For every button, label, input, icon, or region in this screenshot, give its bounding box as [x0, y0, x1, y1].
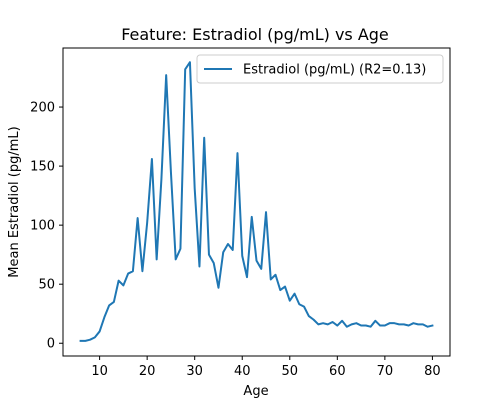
chart-title: Feature: Estradiol (pg/mL) vs Age [121, 25, 389, 44]
plot-frame [62, 47, 451, 357]
y-tick-label: 150 [30, 160, 55, 175]
x-tick-label: 60 [329, 364, 346, 379]
x-tick-label: 40 [234, 364, 251, 379]
x-axis: 10 20 30 40 50 60 70 80 [91, 356, 441, 379]
series-line [79, 61, 434, 342]
legend-box [196, 54, 444, 84]
y-tick-label: 0 [47, 337, 55, 352]
x-tick-label: 20 [139, 364, 156, 379]
legend: Estradiol (pg/mL) (R2=0.13) [196, 54, 444, 84]
y-tick-label: 200 [30, 101, 55, 116]
x-tick-label: 50 [282, 364, 299, 379]
y-axis: 0 50 100 150 200 [30, 101, 63, 352]
x-tick-label: 70 [377, 364, 394, 379]
x-tick-label: 30 [186, 364, 203, 379]
y-tick-label: 50 [38, 278, 55, 293]
x-axis-label: Age [243, 384, 268, 399]
legend-label: Estradiol (pg/mL) (R2=0.13) [243, 63, 426, 78]
plot-area: 10 20 30 40 50 60 70 80 0 50 100 150 200 [30, 47, 451, 379]
series-layer [79, 61, 434, 342]
y-tick-label: 100 [30, 219, 55, 234]
x-tick-label: 80 [424, 364, 441, 379]
x-tick-label: 10 [91, 364, 108, 379]
y-axis-label: Mean Estradiol (pg/mL) [7, 126, 22, 277]
